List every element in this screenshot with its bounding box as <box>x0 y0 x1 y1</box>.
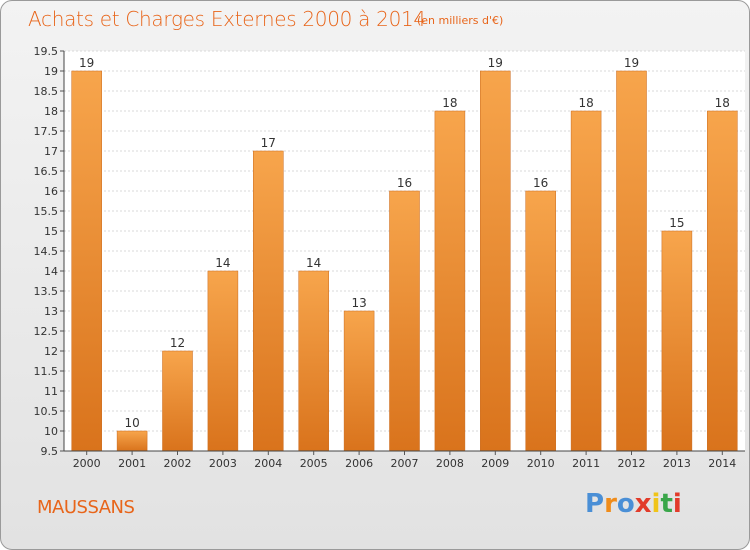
bar-value-label: 19 <box>624 56 639 70</box>
y-tick-label: 17.5 <box>34 125 59 138</box>
y-tick-label: 19 <box>44 65 58 78</box>
bar-value-label: 14 <box>215 256 230 270</box>
x-axis: 2000 2001 2002 2003 2004 2005 2006 2007 2008 2009… <box>64 450 745 470</box>
bar-2004[interactable] <box>253 150 284 452</box>
x-tick-label: 2000 <box>73 457 101 470</box>
logo-letter: P <box>585 489 605 519</box>
bar-value-label: 13 <box>351 296 366 310</box>
y-tick-label: 14 <box>44 265 58 278</box>
bars-group <box>71 70 738 452</box>
y-tick-label: 18.5 <box>34 85 59 98</box>
chart-title: Achats et Charges Externes 2000 à 2014 <box>28 7 426 31</box>
bar-value-label: 16 <box>533 176 548 190</box>
bar-2008[interactable] <box>434 110 466 452</box>
y-tick-label: 9.5 <box>41 445 59 458</box>
bar-2003[interactable] <box>207 270 239 452</box>
y-tick-label: 14.5 <box>34 245 59 258</box>
bar-value-label: 18 <box>715 96 730 110</box>
bar-value-label: 10 <box>124 416 139 430</box>
x-tick-label: 2008 <box>436 457 464 470</box>
commune-name: MAUSSANS <box>37 497 135 518</box>
bar-2012[interactable] <box>616 70 647 452</box>
x-tick-label: 2012 <box>618 457 646 470</box>
y-tick-label: 13.5 <box>34 285 59 298</box>
value-labels: 19 10 12 14 17 14 13 16 18 19 16 18 19 15 18 <box>79 56 730 430</box>
bar-2011[interactable] <box>570 110 602 452</box>
y-tick-label: 19.5 <box>34 45 59 58</box>
x-tick-label: 2001 <box>118 457 146 470</box>
logo-letter: i <box>672 489 682 519</box>
x-tick-label: 2002 <box>164 457 192 470</box>
bar-2006[interactable] <box>343 310 375 452</box>
bar-2002[interactable] <box>162 350 193 452</box>
x-tick-label: 2011 <box>572 457 600 470</box>
x-tick-label: 2013 <box>663 457 691 470</box>
x-tick-label: 2009 <box>481 457 509 470</box>
logo-letter: i <box>651 489 661 519</box>
bar-value-label: 16 <box>397 176 412 190</box>
bar-2001[interactable] <box>116 430 148 452</box>
logo-letter: o <box>616 489 635 519</box>
x-tick-label: 2005 <box>300 457 328 470</box>
x-tick-label: 2010 <box>527 457 555 470</box>
y-tick-label: 18 <box>44 105 58 118</box>
logo-letter: r <box>604 489 617 519</box>
logo-letter: x <box>634 489 652 519</box>
y-tick-label: 11 <box>44 385 58 398</box>
x-tick-label: 2014 <box>708 457 736 470</box>
y-axis: 9.5 10 10.5 11 11.5 12 12.5 13 13.5 14 14.5 15 15.5 1… <box>34 45 65 458</box>
bar-value-label: 12 <box>170 336 185 350</box>
y-tick-label: 17 <box>44 145 58 158</box>
y-tick-label: 11.5 <box>34 365 59 378</box>
bar-value-label: 17 <box>261 136 276 150</box>
chart-subtitle: (en milliers d'€) <box>417 14 504 27</box>
bar-2009[interactable] <box>480 70 511 452</box>
y-tick-label: 13 <box>44 305 58 318</box>
x-tick-label: 2006 <box>345 457 373 470</box>
bar-value-label: 18 <box>578 96 593 110</box>
y-tick-label: 10 <box>44 425 58 438</box>
x-tick-label: 2007 <box>391 457 419 470</box>
y-tick-label: 10.5 <box>34 405 59 418</box>
x-tick-label: 2003 <box>209 457 237 470</box>
bar-2013[interactable] <box>661 230 693 452</box>
y-tick-label: 12 <box>44 345 58 358</box>
bar-value-label: 18 <box>442 96 457 110</box>
y-tick-label: 16.5 <box>34 165 59 178</box>
bar-2010[interactable] <box>525 190 556 452</box>
bar-2005[interactable] <box>298 270 329 452</box>
bar-value-label: 19 <box>488 56 503 70</box>
bar-value-label: 15 <box>669 216 684 230</box>
bar-2007[interactable] <box>389 190 420 452</box>
bar-2000[interactable] <box>71 70 102 452</box>
proxiti-logo[interactable]: Proxiti <box>585 489 682 519</box>
y-tick-label: 16 <box>44 185 58 198</box>
bar-value-label: 19 <box>79 56 94 70</box>
bar-2014[interactable] <box>707 110 738 452</box>
bar-value-label: 14 <box>306 256 321 270</box>
logo-letter: t <box>660 489 673 519</box>
y-tick-label: 15.5 <box>34 205 59 218</box>
y-tick-label: 12.5 <box>34 325 59 338</box>
y-tick-label: 15 <box>44 225 58 238</box>
x-tick-label: 2004 <box>254 457 282 470</box>
